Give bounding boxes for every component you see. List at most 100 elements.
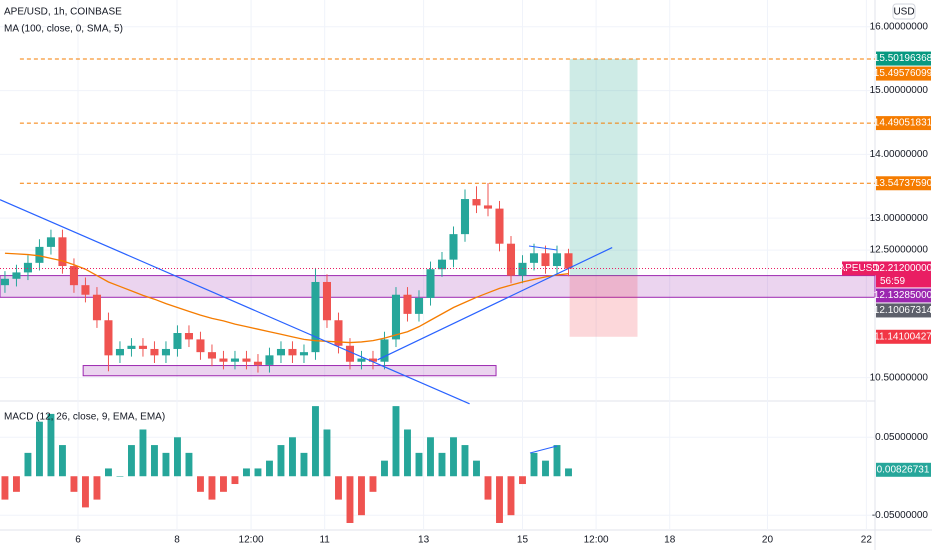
macd-divergence-line <box>529 445 558 454</box>
x-tick-label: 15 <box>517 535 529 546</box>
macd-bar <box>289 437 296 477</box>
countdown: 56:59 <box>880 276 905 287</box>
candle-body <box>265 355 274 365</box>
price-tag <box>876 303 931 318</box>
candle-body <box>276 348 285 356</box>
price-tag-label: 14.49051831 <box>874 118 932 129</box>
macd-bar <box>47 413 55 477</box>
candle-body <box>552 253 562 267</box>
macd-bar <box>496 476 503 523</box>
chart-title: APE/USD, 1h, COINBASE <box>4 7 122 18</box>
candle-body <box>150 348 159 356</box>
macd-bar <box>438 452 446 477</box>
macd-bar <box>243 468 250 477</box>
price-tag-label: 15.50196368 <box>874 53 932 64</box>
x-tick-label: 13 <box>418 535 430 546</box>
macd-bar <box>358 476 365 516</box>
x-tick-label: 6 <box>75 535 81 546</box>
currency-box[interactable] <box>892 3 916 20</box>
macd-bar <box>12 476 20 492</box>
candle-body <box>311 281 320 353</box>
price-tag <box>876 329 931 344</box>
macd-bar <box>70 476 78 492</box>
candle-body <box>437 259 447 270</box>
macd-bar <box>82 476 89 508</box>
macd-bar <box>530 452 538 477</box>
x-tick-label: 20 <box>762 535 774 546</box>
candle-body <box>46 237 55 247</box>
candle-body <box>483 205 493 209</box>
macd-bar <box>24 452 32 477</box>
price-tag-label: 12.21200000 <box>874 263 932 274</box>
candle-body <box>529 253 539 263</box>
candle-body <box>472 199 481 206</box>
macd-bar <box>220 476 227 492</box>
candle-body <box>357 358 366 362</box>
candle-body <box>196 339 205 353</box>
divergence-line <box>528 245 558 251</box>
macd-bar <box>507 476 515 516</box>
candle-body <box>299 352 308 356</box>
macd-bar <box>461 445 469 477</box>
macd-bar <box>519 476 526 485</box>
candle-body <box>403 294 412 314</box>
candle-body <box>81 285 90 295</box>
macd-bar <box>542 460 549 477</box>
macd-bar <box>208 476 216 500</box>
price-tag <box>876 288 931 303</box>
price-tag-label: 15.49576099 <box>874 68 932 79</box>
candle-body <box>207 352 216 359</box>
candle-body <box>230 358 239 362</box>
price-tag <box>876 176 931 191</box>
macd-bar <box>335 476 342 500</box>
position-stop <box>569 275 638 337</box>
price-tag <box>876 51 931 66</box>
price-tag-label: 12.13285000 <box>874 290 932 301</box>
candle-body <box>138 345 147 349</box>
candle-body <box>495 208 504 244</box>
macd-bar <box>484 476 492 500</box>
candle-body <box>334 320 343 346</box>
candle-body <box>12 272 21 279</box>
macd-tag-label: 0.00826731 <box>877 464 930 475</box>
candle-body <box>506 243 516 276</box>
x-tick-label: 18 <box>664 535 676 546</box>
x-tick-label: 8 <box>174 535 180 546</box>
candle-body <box>380 339 389 362</box>
zone <box>0 275 876 298</box>
macd-bar <box>93 476 101 500</box>
candle-body <box>92 294 101 321</box>
macd-bar <box>231 476 239 485</box>
x-tick-label: 12:00 <box>239 535 264 546</box>
candle-body <box>564 253 573 269</box>
candle-body <box>253 361 262 365</box>
macd-bar <box>174 437 181 477</box>
candle-body <box>541 253 550 267</box>
macd-bar <box>266 460 273 477</box>
macd-bar <box>151 445 158 477</box>
candle-body <box>115 348 124 356</box>
candle-body <box>322 281 332 321</box>
macd-bar <box>450 437 457 477</box>
price-tag-label: 12.10067314 <box>874 305 932 316</box>
position-target <box>569 58 638 276</box>
candle-body <box>23 262 32 273</box>
y-tick-label: 16.00000000 <box>870 21 929 32</box>
macd-bar <box>59 445 66 477</box>
candle-body <box>173 333 182 349</box>
price-tag-label: 13.54737590 <box>874 178 932 189</box>
macd-bar <box>346 476 354 523</box>
ma-line <box>4 252 569 344</box>
candle-body <box>0 278 9 286</box>
macd-bar <box>300 452 308 477</box>
macd-bar <box>312 406 319 477</box>
currency-label[interactable]: USD <box>893 7 914 18</box>
price-tag-label: 11.14100427 <box>874 331 932 342</box>
zone <box>82 365 497 377</box>
candle-body <box>219 358 228 362</box>
y-tick-label: 12.50000000 <box>870 245 929 256</box>
y-tick-label: 10.50000000 <box>870 372 929 383</box>
macd-bar <box>277 445 285 477</box>
macd-bar <box>1 476 9 500</box>
